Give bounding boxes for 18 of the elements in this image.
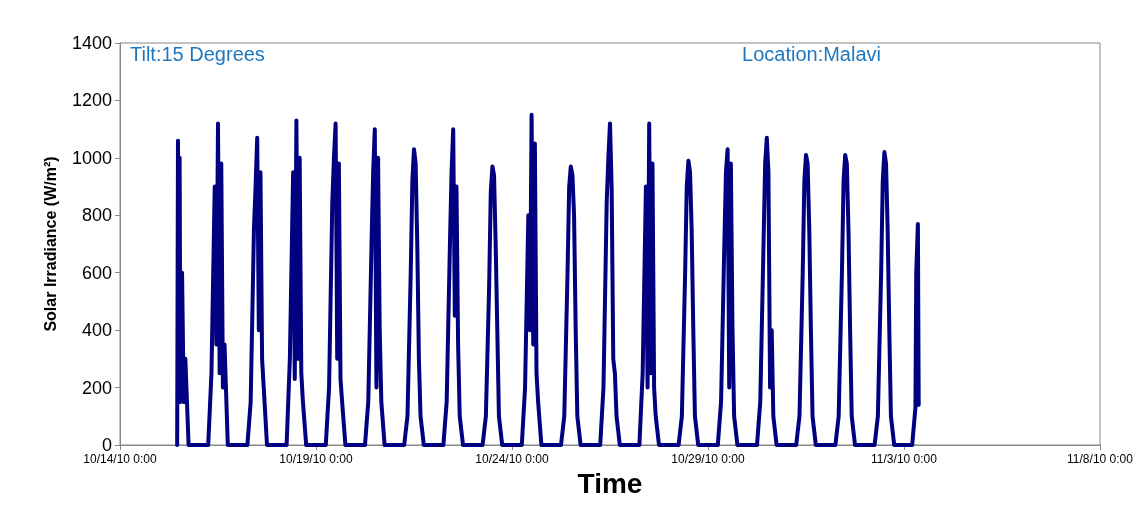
annotation: Location:Malavi bbox=[742, 43, 881, 65]
x-tick-label: 11/8/10 0:00 bbox=[1067, 452, 1134, 466]
y-tick-label: 200 bbox=[81, 377, 112, 398]
y-axis-title: Solar Irradiance (W/m²) bbox=[41, 156, 59, 332]
y-tick-label: 0 bbox=[101, 435, 112, 455]
y-tick-label: 400 bbox=[81, 320, 112, 341]
y-tick-label: 1000 bbox=[71, 147, 112, 168]
x-axis-title: Time bbox=[577, 468, 643, 500]
x-tick-label: 10/14/10 0:00 bbox=[83, 452, 158, 466]
x-tick-label: 10/19/10 0:00 bbox=[279, 452, 354, 466]
y-tick-label: 600 bbox=[81, 262, 112, 283]
y-tick-label: 1400 bbox=[71, 33, 112, 53]
x-tick-label: 10/24/10 0:00 bbox=[475, 452, 550, 466]
y-tick-label: 800 bbox=[81, 205, 112, 226]
x-tick-label: 11/3/10 0:00 bbox=[871, 452, 938, 466]
y-tick-label: 1200 bbox=[71, 90, 112, 111]
x-tick-label: 10/29/10 0:00 bbox=[671, 452, 746, 466]
annotation: Tilt:15 Degrees bbox=[130, 43, 265, 65]
